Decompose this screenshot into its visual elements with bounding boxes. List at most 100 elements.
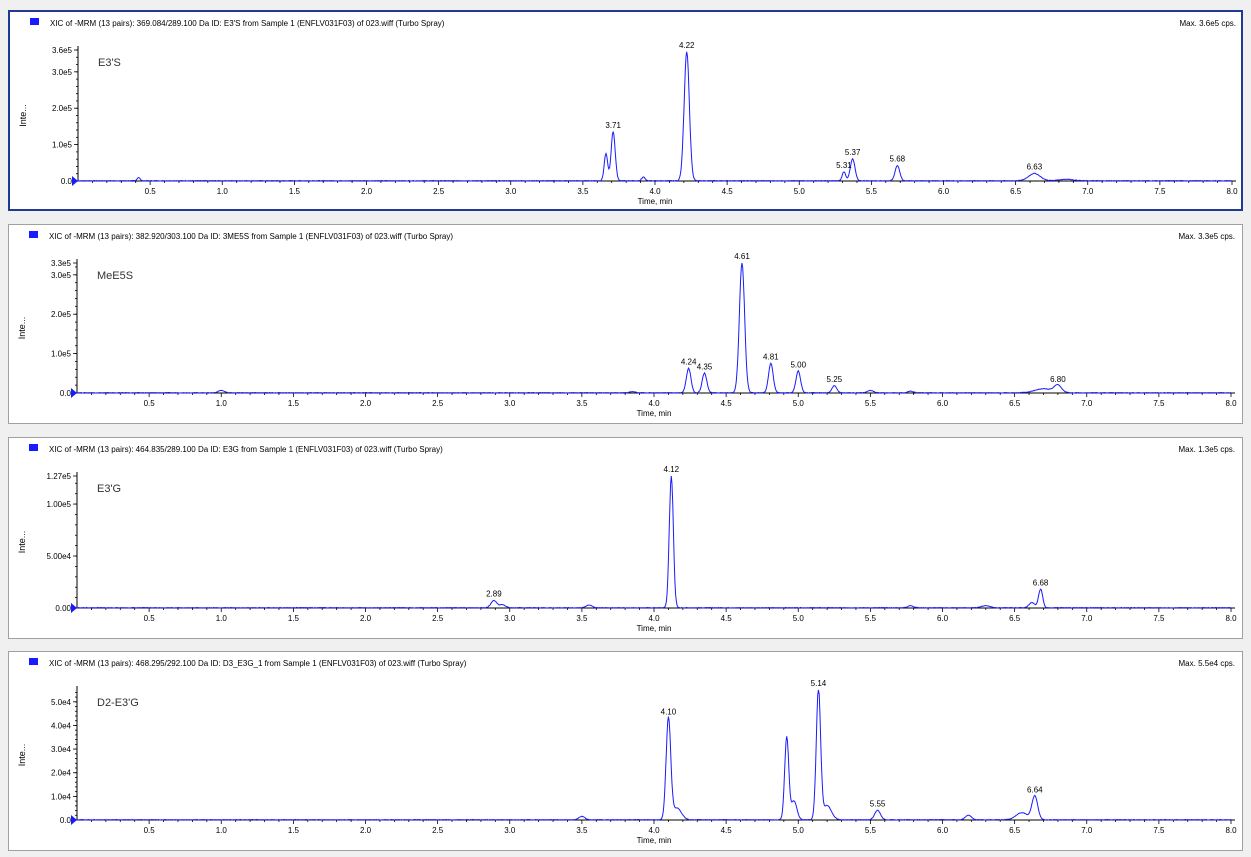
origin-marker-icon — [71, 388, 77, 398]
compound-label: D2-E3'G — [97, 697, 139, 709]
chromatogram-panel-mee5s[interactable]: XIC of -MRM (13 pairs): 382.920/303.100 … — [8, 224, 1243, 424]
chromatogram-trace — [76, 262, 1232, 394]
x-tick-label: 6.0 — [937, 399, 949, 408]
x-tick-label: 2.5 — [432, 399, 444, 408]
x-tick-label: 3.5 — [576, 614, 588, 623]
x-tick-label: 0.5 — [144, 826, 156, 835]
peak-label: 5.68 — [890, 155, 906, 164]
x-tick-label: 7.5 — [1154, 187, 1166, 196]
compound-label: MeE5S — [97, 270, 133, 282]
y-axis-label: Inte... — [17, 531, 27, 554]
y-tick-label: 1.0e5 — [52, 141, 73, 150]
max-intensity-label: Max. 5.5e4 cps. — [1179, 659, 1235, 668]
x-tick-label: 0.5 — [144, 614, 156, 623]
x-tick-label: 0.5 — [145, 187, 157, 196]
x-tick-label: 8.0 — [1225, 399, 1237, 408]
peak-label: 4.61 — [734, 252, 750, 261]
y-tick-label: 2.0e5 — [51, 310, 72, 319]
compound-label: E3'S — [98, 57, 121, 69]
x-tick-label: 5.5 — [865, 614, 877, 623]
panel-header-text: XIC of -MRM (13 pairs): 468.295/292.100 … — [49, 659, 467, 668]
peak-label: 5.00 — [790, 360, 806, 369]
peak-label: 6.64 — [1027, 785, 1043, 794]
peak-label: 5.55 — [870, 800, 886, 809]
y-tick-label: 5.0e4 — [51, 698, 72, 707]
y-axis-label: Inte... — [17, 317, 27, 340]
peak-label: 6.63 — [1027, 163, 1043, 172]
chromatogram-panel-e3s[interactable]: XIC of -MRM (13 pairs): 369.084/289.100 … — [8, 10, 1243, 211]
peak-label: 3.71 — [605, 121, 621, 130]
x-tick-label: 0.5 — [144, 399, 156, 408]
peak-label: 4.81 — [763, 352, 779, 361]
x-axis-label: Time, min — [637, 624, 672, 633]
header-square-icon — [29, 231, 38, 238]
y-axis-label: Inte... — [17, 744, 27, 767]
x-tick-label: 2.5 — [432, 826, 444, 835]
peak-label: 5.37 — [845, 148, 861, 157]
peak-label: 5.14 — [811, 679, 827, 688]
panel-header-text: XIC of -MRM (13 pairs): 382.920/303.100 … — [49, 232, 453, 241]
x-tick-label: 7.0 — [1081, 399, 1093, 408]
x-tick-label: 4.5 — [721, 614, 733, 623]
y-tick-label: 2.0e4 — [51, 769, 72, 778]
x-tick-label: 2.0 — [361, 187, 373, 196]
x-tick-label: 6.5 — [1009, 399, 1021, 408]
x-tick-label: 3.0 — [505, 187, 517, 196]
x-tick-label: 1.5 — [288, 614, 300, 623]
peak-label: 4.22 — [679, 41, 695, 50]
y-tick-label: 5.00e4 — [47, 552, 72, 561]
y-tick-label: 4.0e4 — [51, 721, 72, 730]
panel-header-text: XIC of -MRM (13 pairs): 464.835/289.100 … — [49, 445, 443, 454]
x-tick-label: 4.5 — [721, 399, 733, 408]
x-tick-label: 6.0 — [937, 826, 949, 835]
x-tick-label: 8.0 — [1226, 187, 1238, 196]
x-tick-label: 6.0 — [937, 614, 949, 623]
y-tick-label: 0.0 — [60, 816, 72, 825]
x-tick-label: 7.0 — [1081, 614, 1093, 623]
chromatogram-svg: XIC of -MRM (13 pairs): 468.295/292.100 … — [17, 658, 1237, 845]
peak-label: 4.12 — [664, 465, 680, 474]
peak-label: 4.35 — [697, 362, 713, 371]
y-tick-label: 3.0e5 — [52, 68, 73, 77]
x-tick-label: 1.0 — [216, 399, 228, 408]
y-tick-label: 2.0e5 — [52, 104, 73, 113]
chromatogram-panel-e3g[interactable]: XIC of -MRM (13 pairs): 464.835/289.100 … — [8, 437, 1243, 639]
x-tick-label: 5.0 — [793, 826, 805, 835]
header-square-icon — [29, 658, 38, 665]
y-tick-label: 1.00e5 — [47, 500, 72, 509]
chromatogram-trace — [76, 475, 1232, 609]
x-tick-label: 6.5 — [1009, 826, 1021, 835]
x-tick-label: 4.5 — [722, 187, 734, 196]
chromatogram-svg: XIC of -MRM (13 pairs): 369.084/289.100 … — [18, 18, 1238, 206]
x-tick-label: 8.0 — [1225, 826, 1237, 835]
x-tick-label: 2.5 — [432, 614, 444, 623]
x-tick-label: 3.0 — [504, 826, 516, 835]
y-tick-label: 3.6e5 — [52, 46, 73, 55]
header-square-icon — [30, 18, 39, 25]
compound-label: E3'G — [97, 483, 121, 495]
x-tick-label: 2.0 — [360, 826, 372, 835]
x-tick-label: 5.5 — [865, 826, 877, 835]
x-tick-label: 1.5 — [289, 187, 301, 196]
x-tick-label: 5.0 — [794, 187, 806, 196]
y-tick-label: 0.00 — [55, 604, 71, 613]
x-axis-label: Time, min — [638, 197, 673, 206]
x-tick-label: 6.0 — [938, 187, 950, 196]
x-tick-label: 7.0 — [1081, 826, 1093, 835]
chromatogram-panel-d2-e3g[interactable]: XIC of -MRM (13 pairs): 468.295/292.100 … — [8, 651, 1243, 851]
chromatogram-trace — [76, 689, 1232, 821]
x-axis-label: Time, min — [637, 836, 672, 845]
chromatogram-svg: XIC of -MRM (13 pairs): 464.835/289.100 … — [17, 444, 1237, 633]
panel-header-text: XIC of -MRM (13 pairs): 369.084/289.100 … — [50, 19, 445, 28]
y-tick-label: 1.0e5 — [51, 350, 72, 359]
x-tick-label: 3.0 — [504, 399, 516, 408]
y-tick-label: 3.0e4 — [51, 745, 72, 754]
x-tick-label: 7.5 — [1153, 614, 1165, 623]
origin-marker-icon — [72, 176, 78, 186]
chromatogram-trace — [78, 51, 1233, 182]
x-tick-label: 4.0 — [648, 826, 660, 835]
y-tick-label: 0.0 — [61, 177, 73, 186]
x-tick-label: 2.0 — [360, 399, 372, 408]
header-square-icon — [29, 444, 38, 451]
x-tick-label: 2.5 — [433, 187, 445, 196]
